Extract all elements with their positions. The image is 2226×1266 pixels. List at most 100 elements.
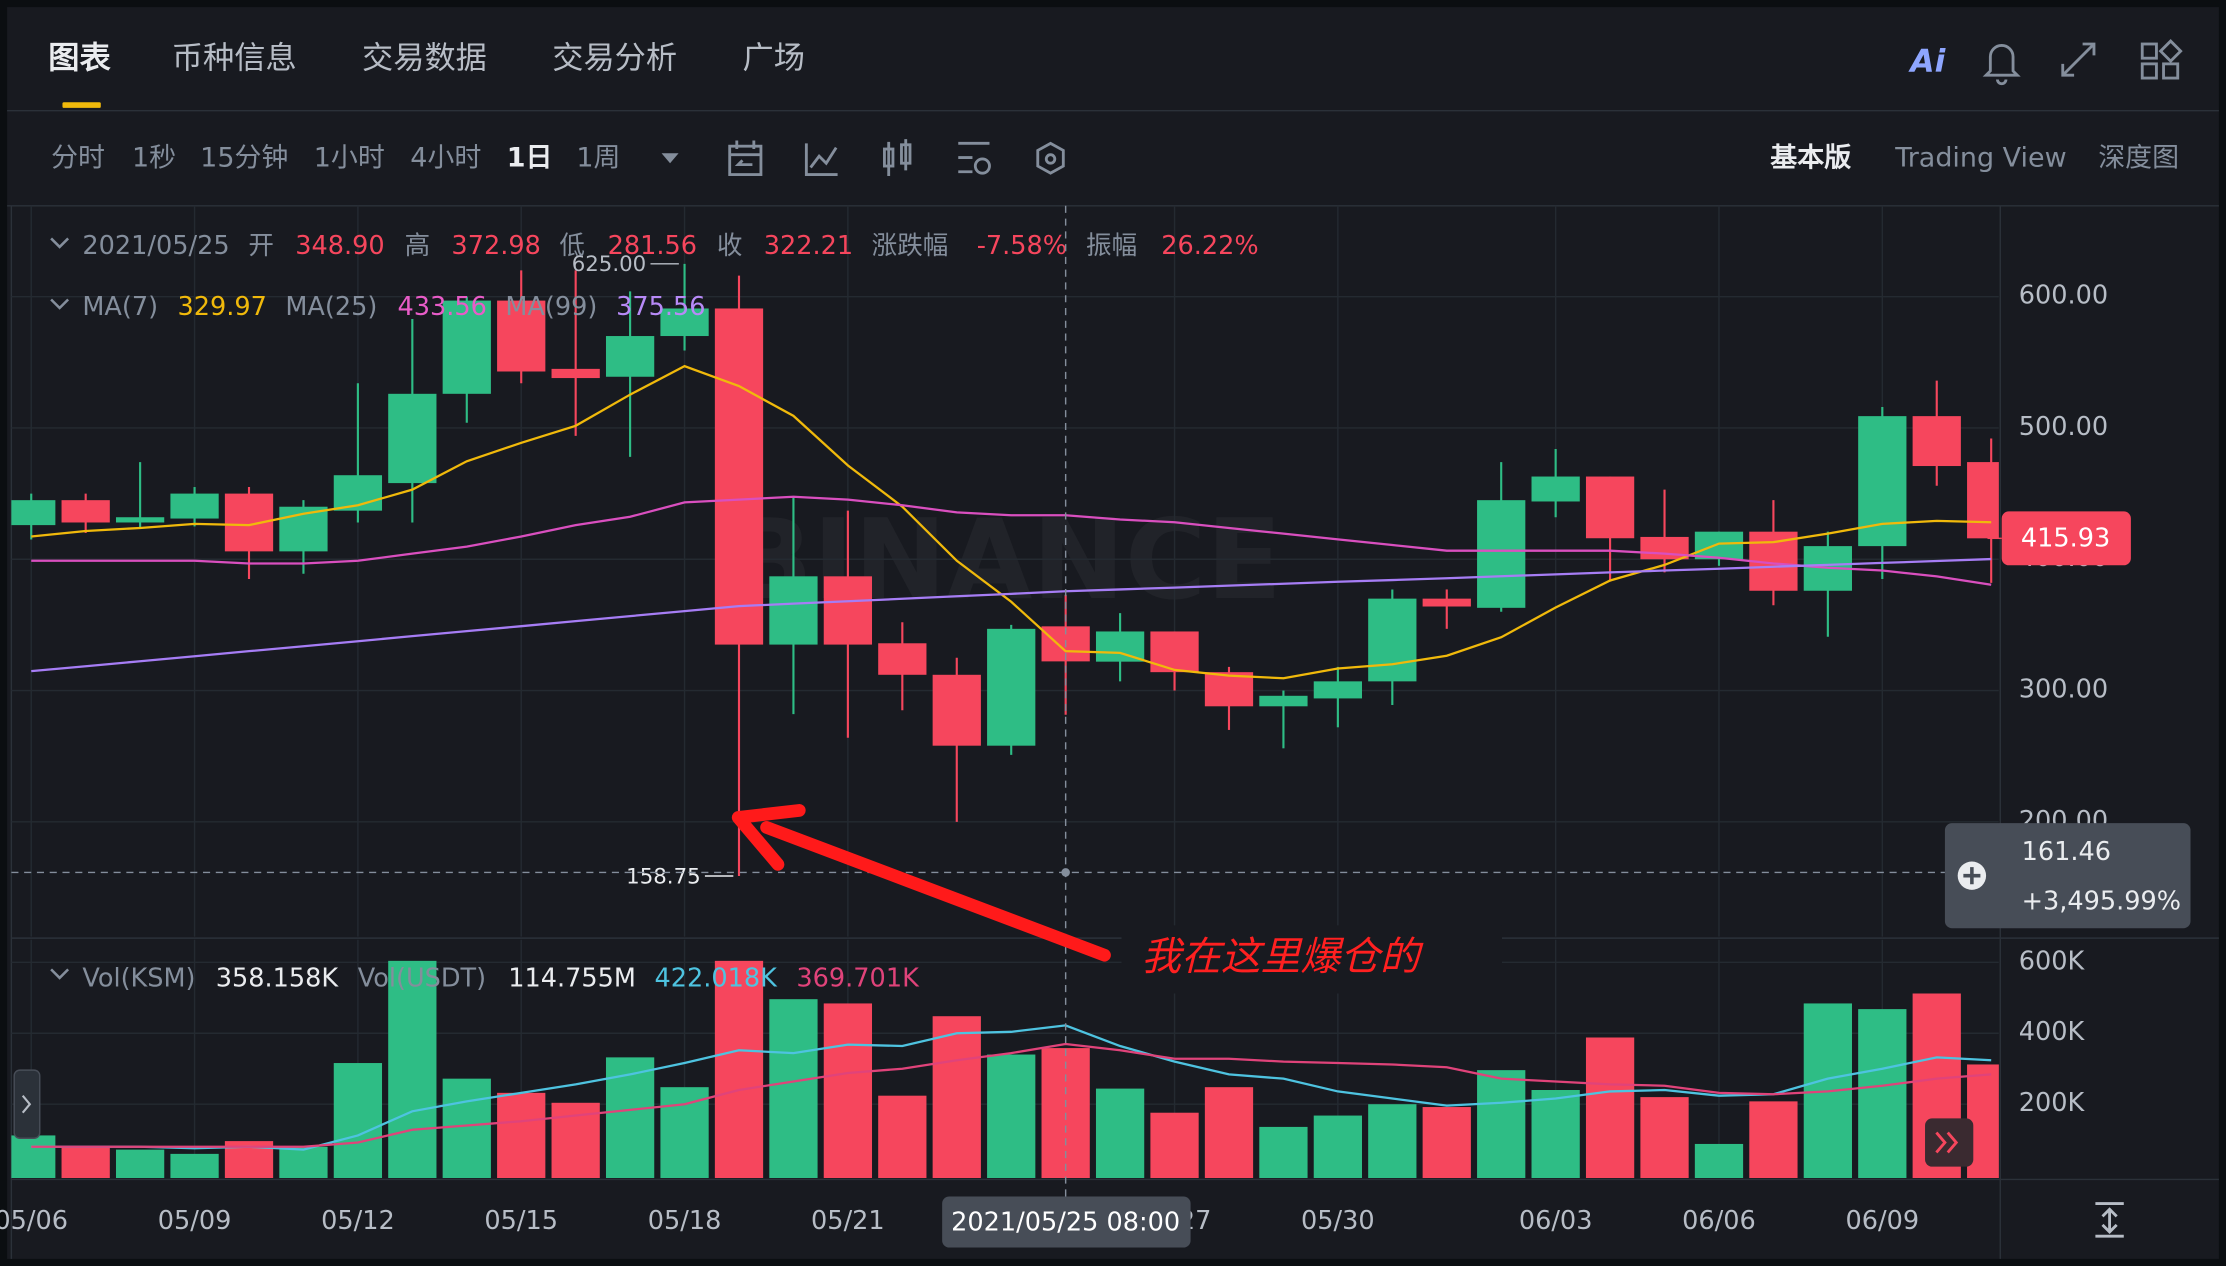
ma-line (31, 495, 1992, 586)
active-tab-indicator (62, 102, 101, 108)
interval-dropdown[interactable] (661, 153, 679, 164)
candle-body (1694, 531, 1744, 560)
view-option[interactable]: 深度图 (2098, 142, 2179, 173)
candle-body (115, 517, 165, 523)
layout-icon[interactable] (2140, 39, 2183, 80)
candle-body (1477, 500, 1526, 608)
annotation-bg (1121, 925, 1502, 994)
volume-bar (1694, 1143, 1744, 1179)
volume-legend-name: Vol(KSM) (82, 963, 195, 993)
x-tick-label: 05/12 (321, 1206, 395, 1236)
scroll-latest-button[interactable] (1925, 1118, 1974, 1167)
crosshair-price-box (1944, 823, 2191, 929)
candle-body (1912, 416, 1961, 467)
volume-ma-legend: 422.018K (654, 963, 778, 993)
view-option[interactable]: 基本版 (1770, 142, 1851, 173)
candle-body (1368, 598, 1417, 682)
candle-body (660, 308, 709, 337)
volume-bar (1477, 1070, 1526, 1179)
low-marker-label: 158.75 (626, 864, 700, 889)
ma-legend-value: 329.97 (177, 292, 266, 322)
candle-body (11, 500, 56, 526)
tab[interactable]: 币种信息 (172, 41, 297, 77)
ohlc-legend: 348.90 (295, 231, 384, 261)
ohlc-legend: 开 (248, 231, 274, 261)
candle-body (1967, 462, 1999, 539)
bell-icon[interactable] (1982, 44, 2021, 86)
candle-body (442, 300, 491, 394)
volume-bar (769, 999, 818, 1179)
ai-button[interactable]: Ai (1907, 43, 1946, 79)
candle-body (932, 674, 981, 746)
annotation: 我在这里爆仓的 (1141, 934, 1423, 980)
y-tick-label: 300.00 (2019, 675, 2108, 705)
interval[interactable]: 1小时 (314, 142, 385, 173)
ohlc-legend: 低 (559, 231, 585, 261)
interval[interactable]: 15分钟 (200, 142, 288, 173)
volume-bar (1368, 1104, 1417, 1179)
settings-icon[interactable] (958, 141, 991, 175)
candle-body (605, 336, 655, 377)
interval[interactable]: 1日 (507, 142, 553, 173)
candle-body (61, 500, 110, 523)
tab[interactable]: 交易分析 (552, 41, 677, 77)
chart-type-icon[interactable] (883, 139, 912, 176)
volume-bar (878, 1095, 927, 1179)
fullscreen-icon[interactable] (2061, 42, 2096, 77)
candle-body (1585, 476, 1635, 539)
volume-bar (1858, 1009, 1907, 1179)
ma-legend-value: 433.56 (398, 292, 487, 322)
volume-bar (61, 1146, 110, 1179)
volume-bar (1640, 1097, 1689, 1179)
ma-line (31, 364, 1992, 680)
tab[interactable]: 广场 (742, 41, 804, 77)
view-option[interactable]: Trading View (1894, 142, 2066, 173)
crosshair-price: 161.46 (2022, 837, 2111, 867)
interval[interactable]: 1周 (576, 142, 620, 173)
ohlc-legend: 26.22% (1161, 231, 1258, 261)
ohlc-legend: 2021/05/25 (82, 231, 229, 261)
ohlc-legend: 372.98 (451, 231, 540, 261)
volume-tick-label: 400K (2019, 1017, 2086, 1047)
scroll-latest-icon (1935, 1131, 1959, 1154)
volume-bar (1204, 1087, 1254, 1179)
date-range-icon[interactable] (728, 140, 763, 176)
panel-toggle[interactable] (13, 1069, 41, 1139)
interval[interactable]: 4小时 (410, 142, 481, 173)
tab[interactable]: 交易数据 (362, 41, 487, 77)
volume-tick-label: 600K (2019, 946, 2086, 976)
volume-bar (115, 1149, 165, 1179)
volume-ma-legend: 369.701K (796, 963, 920, 993)
ma-line (31, 1042, 1992, 1148)
high-marker-label: 625.00 (572, 252, 646, 277)
y-tick-label: 500.00 (2019, 412, 2108, 442)
interval[interactable]: 分时 (51, 142, 105, 173)
crosshair-center (1061, 868, 1070, 877)
crosshair-date-box (942, 1196, 1191, 1248)
volume-bar (1150, 1112, 1199, 1179)
legend-collapse[interactable] (50, 298, 70, 310)
templates-icon[interactable] (1036, 141, 1065, 175)
volume-bar (11, 1135, 56, 1179)
volume-bar (1259, 1126, 1308, 1179)
legend-collapse[interactable] (50, 237, 70, 249)
ohlc-legend: 322.21 (764, 231, 853, 261)
volume-bar (987, 1054, 1036, 1179)
indicator-icon[interactable] (804, 143, 838, 176)
volume-bar (714, 960, 764, 1179)
legend-collapse[interactable] (50, 968, 70, 980)
tab[interactable]: 图表 (48, 41, 111, 77)
volume-bar (1313, 1115, 1363, 1179)
volume-bar (1749, 1101, 1798, 1179)
volume-bar (1095, 1088, 1145, 1179)
volume-bar (1531, 1090, 1580, 1179)
interval[interactable]: 1秒 (132, 142, 176, 173)
last-price-label: 415.93 (2021, 524, 2110, 554)
axis-scale-icon[interactable] (2095, 1202, 2124, 1238)
candle-body (497, 300, 546, 372)
ohlc-legend: 振幅 (1086, 231, 1137, 261)
candle-body (1259, 695, 1308, 707)
candle-body (987, 628, 1036, 746)
x-tick-label: 05/15 (484, 1206, 558, 1236)
